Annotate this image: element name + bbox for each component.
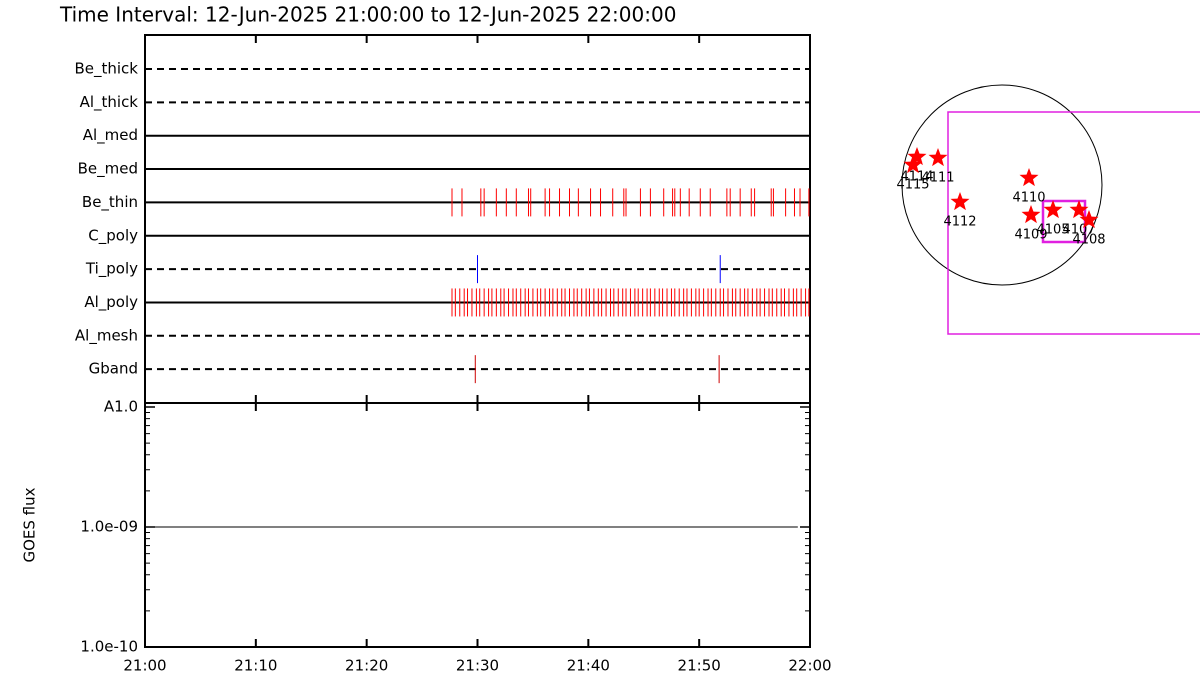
row-label: Be_med — [78, 160, 138, 179]
x-tick-label: 21:20 — [345, 657, 388, 675]
region-label: 4114 — [900, 170, 933, 185]
row-label: Be_thin — [82, 193, 138, 212]
row-label: Ti_poly — [85, 260, 138, 279]
region-marker — [1019, 168, 1039, 187]
region-marker — [1021, 205, 1041, 224]
region-label: 4111 — [921, 171, 954, 186]
field-of-view — [947, 111, 1200, 335]
region-marker — [928, 148, 948, 167]
region-marker — [907, 147, 927, 166]
region-marker — [1043, 200, 1063, 219]
row-label: Al_poly — [84, 293, 138, 312]
goes-frame — [144, 402, 811, 648]
region-label: 4115 — [896, 178, 929, 193]
chart-title: Time Interval: 12-Jun-2025 21:00:00 to 1… — [59, 3, 676, 27]
x-tick-label: 21:50 — [678, 657, 721, 675]
region-label: 4112 — [943, 215, 976, 230]
x-tick-label: 21:40 — [567, 657, 610, 675]
plot-layer: Be_thick Al_thick Al_med Be_med Be_thin C_pol… — [74, 35, 1106, 675]
row-label: Be_thick — [74, 60, 138, 79]
y-axis-label: GOES flux — [21, 487, 39, 562]
timeline-frame — [144, 34, 811, 404]
x-tick-label: 21:30 — [456, 657, 499, 675]
y-tick-label: 1.0e-09 — [80, 518, 138, 536]
region-marker — [1069, 200, 1089, 219]
y-tick-label: A1.0 — [104, 398, 138, 416]
region-label: 4105 — [1036, 223, 1069, 238]
row-label: Al_mesh — [75, 326, 138, 345]
solar-disk — [901, 84, 1103, 286]
x-tick-label: 21:00 — [123, 657, 166, 675]
x-tick-label: 22:00 — [788, 657, 831, 675]
region-label: 4108 — [1072, 233, 1105, 248]
x-tick-label: 21:10 — [234, 657, 277, 675]
region-label: 4110 — [1012, 191, 1045, 206]
region-marker — [903, 155, 923, 174]
region-marker — [950, 192, 970, 211]
row-label: Al_thick — [80, 93, 139, 112]
region-label: 4107 — [1062, 223, 1095, 238]
row-label: Al_med — [83, 126, 138, 145]
row-label: C_poly — [88, 226, 138, 245]
row-label: Gband — [89, 360, 138, 378]
region-marker — [1079, 210, 1099, 229]
region-label: 4109 — [1014, 228, 1047, 243]
y-tick-label: 1.0e-10 — [80, 638, 138, 656]
